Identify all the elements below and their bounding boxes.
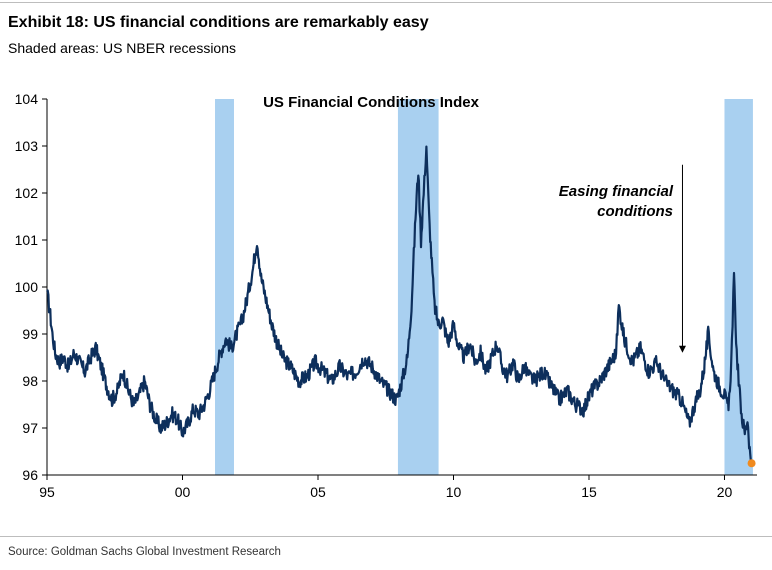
- annotation-arrow-head: [678, 345, 686, 353]
- y-tick-label: 103: [15, 138, 39, 154]
- y-tick-label: 98: [22, 373, 38, 389]
- y-tick-label: 97: [22, 420, 38, 436]
- y-tick-label: 102: [15, 185, 39, 201]
- series-layer: [46, 145, 756, 468]
- exhibit-title: Exhibit 18: US financial conditions are …: [8, 14, 429, 31]
- y-tick-label: 96: [22, 467, 38, 483]
- axis-layer: 96 97 98 99 100 101 102 103 104 95 00 05 10 15 20: [15, 91, 757, 500]
- bottom-rule: [0, 536, 772, 537]
- x-tick-label: 05: [310, 484, 326, 500]
- series-line-1: [46, 145, 753, 464]
- x-tick-label: 20: [717, 484, 733, 500]
- y-tick-label: 104: [15, 91, 39, 107]
- annotation-layer: Easing financial conditions: [559, 164, 686, 353]
- source-note: Source: Goldman Sachs Global Investment …: [8, 546, 281, 558]
- x-tick-label: 00: [175, 484, 191, 500]
- y-tick-label: 101: [15, 232, 39, 248]
- y-tick-label: 99: [22, 326, 38, 342]
- y-tick-label: 100: [15, 279, 39, 295]
- chart-title: US Financial Conditions Index: [263, 94, 480, 111]
- x-tick-label: 95: [39, 484, 55, 500]
- exhibit-subtitle: Shaded areas: US NBER recessions: [8, 40, 236, 56]
- recession-band-1: [215, 99, 234, 475]
- x-tick-label: 15: [581, 484, 597, 500]
- recession-layer: [215, 99, 753, 475]
- annotation-text-line1: Easing financial: [559, 183, 674, 200]
- recession-band-2: [397, 99, 439, 475]
- annotation-text-line2: conditions: [597, 203, 673, 220]
- top-rule: [0, 2, 772, 3]
- recession-band-3: [724, 99, 753, 475]
- last-point-marker: [747, 459, 756, 468]
- x-tick-label: 10: [446, 484, 462, 500]
